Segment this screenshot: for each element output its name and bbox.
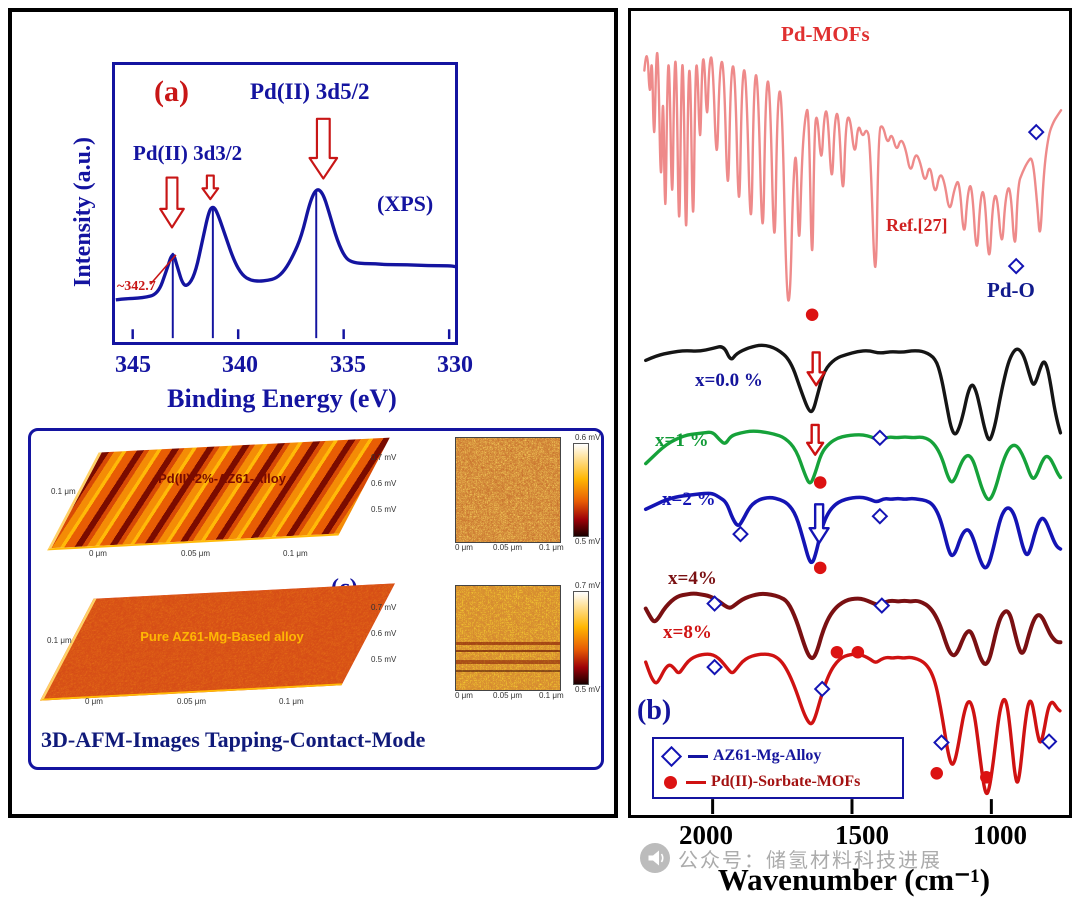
afm-surface-1-label: Pd(II)-2%-AZ61-Alloy bbox=[158, 471, 286, 486]
watermark: 公众号：储氢材料科技进展 bbox=[640, 843, 942, 873]
legend-box: AZ61-Mg-Alloy Pd(II)-Sorbate-MOFs bbox=[652, 737, 904, 799]
circle-marker-icon bbox=[664, 775, 677, 789]
left-panel: Intensity (a.u.) (a) Pd(II) 3d5/2 Pd(II)… bbox=[8, 8, 618, 818]
series-label-x0: x=0.0 % bbox=[695, 370, 763, 391]
xps-y-axis-label: Intensity (a.u.) bbox=[70, 137, 96, 288]
surface2-xtick-max: 0.1 μm bbox=[279, 697, 304, 706]
legend-row-mofs: Pd(II)-Sorbate-MOFs bbox=[660, 769, 896, 795]
mini1-xtick-0: 0 μm bbox=[455, 543, 473, 552]
colorbar1-bottom-label: 0.5 mV bbox=[575, 537, 601, 546]
watermark-text: 公众号：储氢材料科技进展 bbox=[678, 849, 942, 872]
afm-3d-surface-2 bbox=[40, 583, 395, 701]
diamond-marker-icon bbox=[660, 745, 683, 767]
surface2-left-tick: 0.1 μm bbox=[47, 636, 72, 645]
surface1-xtick-0: 0 μm bbox=[89, 549, 107, 558]
colorbar1-top-label: 0.6 mV bbox=[575, 433, 601, 442]
megaphone-icon bbox=[640, 843, 670, 873]
surface2-mv-tick-1: 0.7 mV bbox=[371, 603, 397, 612]
surface1-mv-tick-2: 0.6 mV bbox=[371, 479, 397, 488]
afm-panel: Pd(II)-2%-AZ61-Alloy 0.1 μm 0.7 mV 0.6 m… bbox=[28, 428, 604, 770]
surface1-mv-tick-1: 0.7 mV bbox=[371, 453, 397, 462]
legend-line-icon bbox=[688, 754, 708, 758]
afm-2d-image-2 bbox=[455, 585, 561, 691]
pd-3d32-label: Pd(II) 3d3/2 bbox=[133, 141, 243, 165]
series-label-x1: x=1 % bbox=[655, 430, 709, 451]
xps-xtick-335: 335 bbox=[330, 352, 366, 378]
pd-3d52-label: Pd(II) 3d5/2 bbox=[250, 79, 370, 104]
xps-xtick-340: 340 bbox=[222, 352, 258, 378]
surface2-mv-tick-3: 0.5 mV bbox=[371, 655, 397, 664]
panel-b-label: (b) bbox=[637, 695, 672, 726]
surface1-mv-tick-3: 0.5 mV bbox=[371, 505, 397, 514]
ftir-x-axis-label: Wavenumber (cm⁻¹) bbox=[717, 862, 991, 897]
xps-chart bbox=[115, 117, 455, 340]
colorbar2-top-label: 0.7 mV bbox=[575, 581, 601, 590]
afm-surface-2-label: Pure AZ61-Mg-Based alloy bbox=[140, 629, 304, 644]
ftir-xtick-1500: 1500 bbox=[835, 820, 889, 850]
mini2-xtick-max: 0.1 μm bbox=[539, 691, 564, 700]
surface1-xtick-max: 0.1 μm bbox=[283, 549, 308, 558]
ftir-panel: Pd-MOFs Ref.[27] Pd-O x=0.0 % x=1 % x=2 … bbox=[628, 8, 1072, 818]
pdmofs-label: Pd-MOFs bbox=[781, 22, 870, 46]
legend-label-alloy: AZ61-Mg-Alloy bbox=[713, 747, 822, 764]
afm-caption: 3D-AFM-Images Tapping-Contact-Mode bbox=[41, 727, 426, 752]
pd-o-band-label: Pd-O bbox=[987, 278, 1035, 302]
xps-technique-label: (XPS) bbox=[377, 191, 434, 216]
surface2-xtick-mid: 0.05 μm bbox=[177, 697, 207, 706]
series-label-x2: x=2 % bbox=[662, 489, 716, 510]
panel-a-label: (a) bbox=[154, 75, 189, 108]
xps-x-axis-label: Binding Energy (eV) bbox=[167, 384, 397, 413]
surface1-left-tick: 0.1 μm bbox=[51, 487, 76, 496]
afm-3d-surface-1 bbox=[47, 437, 390, 551]
surface1-xtick-mid: 0.05 μm bbox=[181, 549, 211, 558]
surface2-mv-tick-2: 0.6 mV bbox=[371, 629, 397, 638]
colorbar2-bottom-label: 0.5 mV bbox=[575, 685, 601, 694]
xps-xtick-330: 330 bbox=[437, 352, 473, 378]
ftir-chart bbox=[643, 51, 1063, 815]
ftir-xtick-2000: 2000 bbox=[679, 820, 733, 850]
mini2-xtick-mid: 0.05 μm bbox=[493, 691, 523, 700]
legend-row-alloy: AZ61-Mg-Alloy bbox=[660, 743, 896, 769]
xps-plot-frame: (a) Pd(II) 3d5/2 Pd(II) 3d3/2 (XPS) ~342… bbox=[112, 62, 458, 345]
mini1-xtick-max: 0.1 μm bbox=[539, 543, 564, 552]
colorbar-2 bbox=[573, 591, 589, 685]
series-label-x8: x=8% bbox=[663, 622, 712, 643]
reference-label: Ref.[27] bbox=[886, 215, 948, 235]
mini1-xtick-mid: 0.05 μm bbox=[493, 543, 523, 552]
satellite-annotation: ~342.7 bbox=[117, 279, 156, 294]
surface2-xtick-0: 0 μm bbox=[85, 697, 103, 706]
afm-2d-image-1 bbox=[455, 437, 561, 543]
xps-xtick-345: 345 bbox=[115, 352, 151, 378]
colorbar-1 bbox=[573, 443, 589, 537]
ftir-xtick-1000: 1000 bbox=[973, 820, 1027, 850]
mini2-xtick-0: 0 μm bbox=[455, 691, 473, 700]
legend-line-icon bbox=[686, 780, 706, 784]
series-label-x4: x=4% bbox=[668, 568, 717, 589]
legend-label-mofs: Pd(II)-Sorbate-MOFs bbox=[711, 773, 861, 790]
